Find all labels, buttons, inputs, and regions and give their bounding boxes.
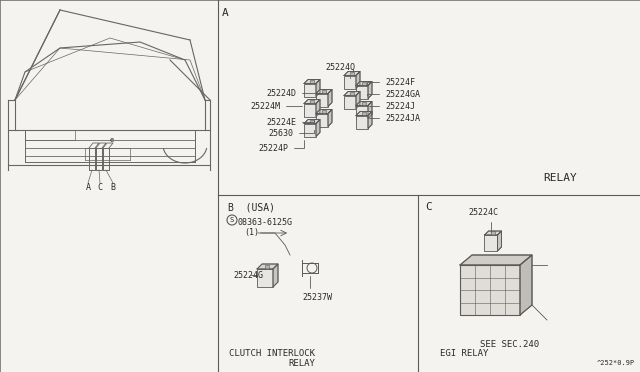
Text: C: C <box>425 202 432 212</box>
Polygon shape <box>368 112 372 128</box>
Text: 25224M: 25224M <box>250 102 302 110</box>
Text: 25630: 25630 <box>268 128 314 138</box>
Polygon shape <box>328 109 332 126</box>
Text: 25224E: 25224E <box>266 118 314 126</box>
Text: EGI RELAY: EGI RELAY <box>440 349 488 358</box>
Polygon shape <box>316 109 332 113</box>
Bar <box>304 103 316 116</box>
Bar <box>310 119 314 124</box>
Polygon shape <box>368 102 372 119</box>
Bar <box>350 71 354 76</box>
Text: ^252*0.9P: ^252*0.9P <box>596 360 635 366</box>
Polygon shape <box>273 264 278 287</box>
Text: 25224C: 25224C <box>468 208 498 232</box>
Polygon shape <box>460 255 532 265</box>
Bar <box>460 265 520 315</box>
Polygon shape <box>497 231 502 251</box>
Polygon shape <box>356 71 360 89</box>
Bar <box>356 106 368 119</box>
Polygon shape <box>304 99 320 103</box>
Text: e: e <box>110 137 115 143</box>
Bar <box>356 115 368 128</box>
Polygon shape <box>316 80 320 96</box>
Text: A: A <box>86 183 90 192</box>
Bar <box>310 80 314 83</box>
Polygon shape <box>356 112 372 115</box>
Polygon shape <box>356 102 372 106</box>
Bar <box>322 90 326 93</box>
Polygon shape <box>257 264 278 269</box>
Bar <box>344 76 356 89</box>
Polygon shape <box>316 119 320 137</box>
Bar <box>316 93 328 106</box>
Text: S: S <box>230 217 234 223</box>
Bar <box>362 102 366 106</box>
Text: 25224P: 25224P <box>258 140 304 153</box>
Text: RELAY: RELAY <box>543 173 577 183</box>
Bar <box>304 83 316 96</box>
Bar <box>322 109 326 113</box>
Text: 25224Q: 25224Q <box>325 62 355 78</box>
Text: 25224JA: 25224JA <box>369 113 420 122</box>
Text: B: B <box>111 183 115 192</box>
Text: A: A <box>222 8 228 18</box>
Text: B  (USA): B (USA) <box>228 202 275 212</box>
Bar <box>362 81 366 86</box>
Polygon shape <box>304 119 320 124</box>
Polygon shape <box>356 81 372 86</box>
Text: 25224D: 25224D <box>266 89 315 97</box>
Polygon shape <box>368 81 372 99</box>
Text: 25224J: 25224J <box>369 102 415 110</box>
Bar <box>304 124 316 137</box>
Bar <box>266 264 269 269</box>
Bar <box>316 113 328 126</box>
Text: (1): (1) <box>244 228 259 237</box>
Bar <box>257 269 273 287</box>
Bar <box>491 231 495 235</box>
Polygon shape <box>356 92 360 109</box>
Text: 25224GA: 25224GA <box>367 90 420 99</box>
Polygon shape <box>520 255 532 315</box>
Polygon shape <box>344 92 360 96</box>
Bar <box>484 235 497 251</box>
Text: SEE SEC.240: SEE SEC.240 <box>480 340 539 349</box>
Text: 25237W: 25237W <box>302 276 332 302</box>
Text: 08363-6125G: 08363-6125G <box>238 218 293 227</box>
Text: C: C <box>97 183 102 192</box>
Polygon shape <box>304 80 320 83</box>
Polygon shape <box>316 99 320 116</box>
Polygon shape <box>484 231 502 235</box>
Bar <box>344 96 356 109</box>
Text: 25224F: 25224F <box>367 77 415 87</box>
Bar <box>362 112 366 115</box>
Polygon shape <box>328 90 332 106</box>
Bar <box>350 92 354 96</box>
Text: 25224G: 25224G <box>233 270 263 279</box>
Bar <box>310 99 314 103</box>
Bar <box>356 86 368 99</box>
Text: RELAY: RELAY <box>288 359 315 368</box>
Polygon shape <box>316 90 332 93</box>
Polygon shape <box>344 71 360 76</box>
Text: CLUTCH INTERLOCK: CLUTCH INTERLOCK <box>229 349 315 358</box>
